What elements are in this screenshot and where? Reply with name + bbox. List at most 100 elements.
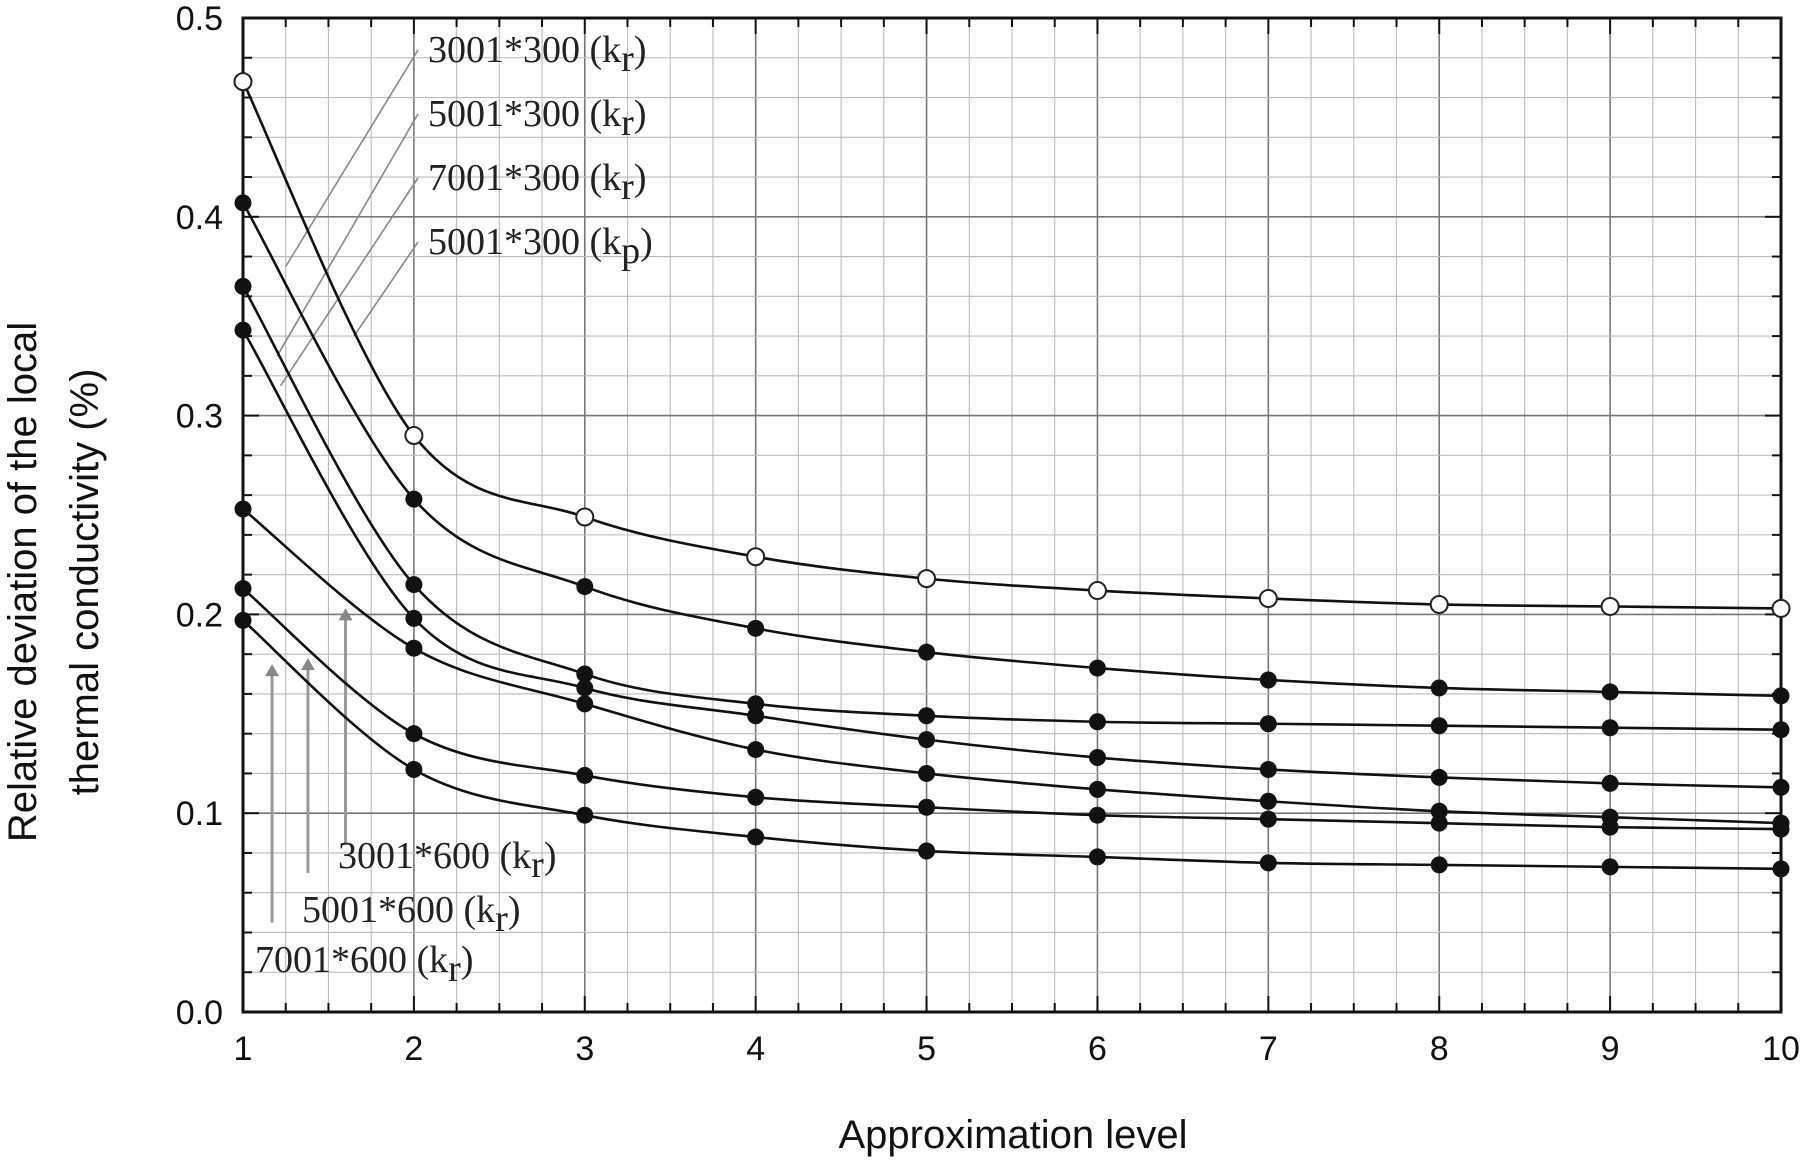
data-point [918, 731, 936, 749]
y-tick-label: 0.1 [176, 795, 223, 833]
data-point [1088, 806, 1106, 824]
data-point [1601, 858, 1619, 876]
data-point [234, 611, 252, 629]
x-tick-label: 1 [234, 1030, 253, 1068]
series-line [242, 508, 1782, 825]
series-line [241, 202, 1782, 698]
y-tick-label: 0.2 [176, 596, 223, 634]
data-point [405, 609, 423, 627]
data-point [234, 194, 252, 212]
x-tick-label: 2 [404, 1030, 423, 1068]
data-point [1772, 721, 1790, 739]
data-point [918, 842, 936, 860]
data-point [233, 72, 253, 92]
data-point [1772, 687, 1790, 705]
data-point [1259, 854, 1277, 872]
data-point [1430, 802, 1448, 820]
data-point [1772, 860, 1790, 878]
annotation-arrow-head [265, 664, 280, 677]
data-point [918, 707, 936, 725]
data-point [1258, 588, 1278, 608]
data-point [1088, 780, 1106, 798]
series-5 [234, 500, 1790, 832]
data-point [405, 760, 423, 778]
data-point [1771, 598, 1791, 618]
x-tick-label: 6 [1088, 1030, 1107, 1068]
annotation-arrow-head [300, 658, 315, 671]
data-point [1601, 683, 1619, 701]
data-point [1772, 778, 1790, 796]
data-point [234, 277, 252, 295]
data-point [576, 665, 594, 683]
x-tick-label: 7 [1259, 1030, 1278, 1068]
data-point [747, 828, 765, 846]
series-6 [234, 580, 1790, 838]
annotation-label-bottom: 3001*600 (kr) [338, 835, 556, 886]
data-point [1088, 848, 1106, 866]
annotation-label-top: 3001*300 (kr) [428, 29, 646, 80]
data-point [404, 425, 424, 445]
x-tick-label: 4 [746, 1030, 765, 1068]
x-tick-label: 5 [917, 1030, 936, 1068]
series-3 [234, 277, 1790, 739]
y-axis-title-line-2: thermal conductivity (%) [63, 369, 107, 796]
data-point [576, 695, 594, 713]
data-point [405, 639, 423, 657]
annotation-leader-line [285, 49, 419, 267]
y-axis-title-line-1: Relative deviation of the local [1, 322, 45, 842]
data-point [1772, 820, 1790, 838]
annotation-label-top: 7001*300 (kr) [428, 157, 646, 208]
data-point [747, 788, 765, 806]
annotation-label-top: 5001*300 (kr) [428, 93, 646, 144]
annotation-leader-line [353, 241, 419, 337]
data-point [747, 695, 765, 713]
data-point [576, 578, 594, 596]
data-point [1087, 581, 1107, 601]
data-point [747, 707, 765, 725]
series-line [241, 329, 1782, 789]
data-point [575, 507, 595, 527]
series-7 [234, 611, 1790, 878]
axes: 1 2 3 4 5 6 7 8 9 10 0.0 0.1 0.2 0.3 0.4 0.5 [176, 0, 1800, 1068]
data-point [405, 490, 423, 508]
data-point [918, 798, 936, 816]
data-point [576, 679, 594, 697]
y-tick-label: 0.4 [176, 199, 223, 237]
data-point [405, 576, 423, 594]
annotation-label-top: 5001*300 (kp) [428, 221, 653, 272]
data-point [747, 741, 765, 759]
data-point [1259, 671, 1277, 689]
data-point [1259, 792, 1277, 810]
data-point [1600, 596, 1620, 616]
data-point [1088, 659, 1106, 677]
annotation-label-bottom: 7001*600 (kr) [255, 939, 473, 990]
y-tick-label: 0.5 [176, 0, 223, 38]
series-line [242, 619, 1782, 871]
data-point [405, 725, 423, 743]
data-point [234, 500, 252, 518]
series-4 [234, 321, 1790, 796]
x-tick-label: 9 [1601, 1030, 1620, 1068]
data-point [1259, 760, 1277, 778]
data-point [234, 580, 252, 598]
annotation-arrow-head [338, 608, 353, 621]
annotation-leader-line [279, 177, 419, 387]
data-point [1429, 594, 1449, 614]
series-line [242, 587, 1782, 831]
y-tick-label: 0.0 [176, 994, 223, 1032]
y-tick-label: 0.3 [176, 398, 223, 436]
annotation-label-bottom: 5001*600 (kr) [302, 889, 520, 940]
data-point [1601, 818, 1619, 836]
data-point [1259, 810, 1277, 828]
series-line [241, 285, 1782, 732]
data-point [747, 619, 765, 637]
series-line [241, 81, 1782, 610]
x-tick-label: 10 [1762, 1030, 1800, 1068]
data-point [1430, 679, 1448, 697]
annotations: 3001*300 (kr) 5001*300 (kr) 7001*300 (kr) 5… [255, 29, 653, 990]
data-point [918, 643, 936, 661]
data-point [1430, 768, 1448, 786]
data-point [918, 764, 936, 782]
data-point [1601, 774, 1619, 792]
